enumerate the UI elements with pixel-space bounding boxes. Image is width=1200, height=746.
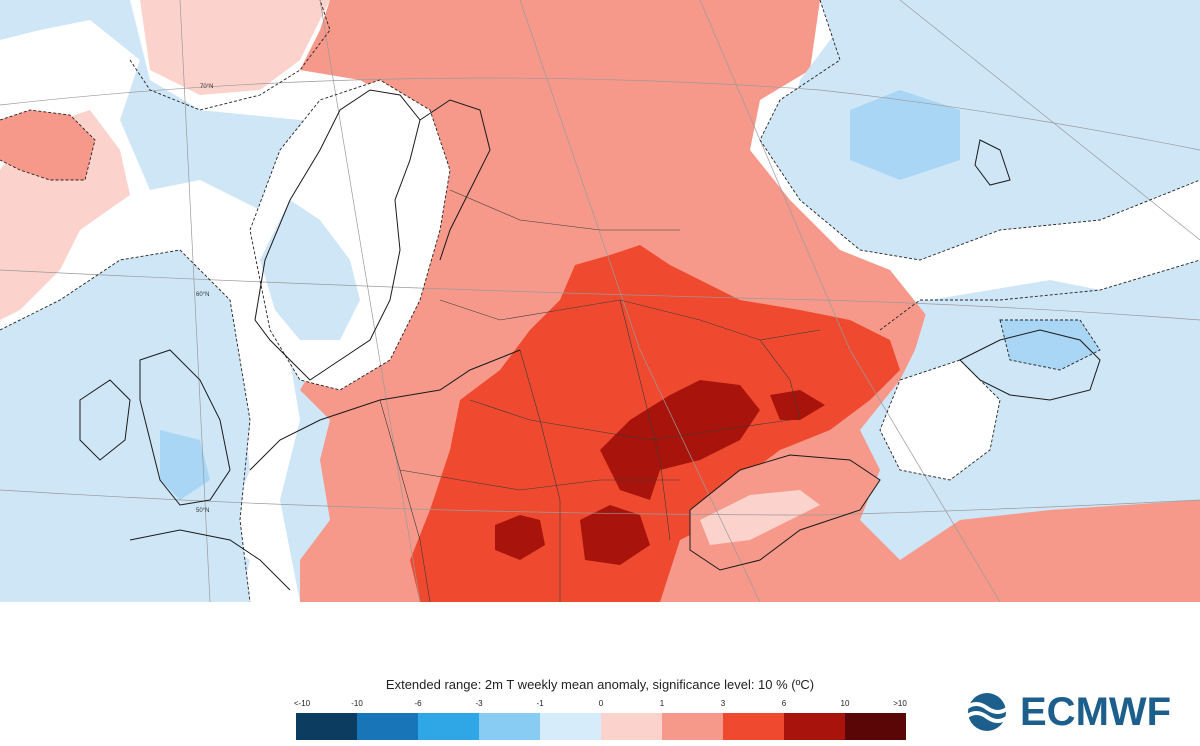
legend-colorbar (296, 713, 906, 740)
legend-tick-label: <-10 (293, 699, 311, 708)
east-cold (790, 0, 1200, 210)
warm-extreme-core (600, 380, 760, 500)
legend-ticks: <-10 -10 -6 -3 -1 0 1 3 6 10 >10 (293, 699, 907, 711)
legend-tick-label: -10 (351, 699, 363, 708)
legend-tick-label: 3 (720, 699, 726, 708)
coastlines (79, 89, 1101, 591)
uk-cold-moderate (160, 430, 210, 500)
legend-color-7 (723, 713, 784, 740)
warm-light-north (140, 0, 330, 95)
caspian-cold-moderate (1000, 320, 1100, 370)
legend-tick-label: -3 (475, 699, 483, 708)
legend-color-1 (357, 713, 418, 740)
lat-label-60: 60°N (196, 292, 209, 298)
ecmwf-logo-text: ECMWF (1020, 690, 1172, 734)
warm-extreme-south (580, 505, 650, 565)
france-cold (130, 530, 250, 602)
graticule (0, 0, 1200, 602)
legend-tick-label: 1 (659, 699, 665, 708)
legend-tick-label: >10 (893, 699, 907, 708)
legend-tick-label: -1 (536, 699, 544, 708)
legend-tick-label: 10 (840, 699, 850, 708)
map-canvas: 70°N 60°N 50°N (0, 0, 1200, 602)
legend-color-5 (601, 713, 662, 740)
legend-color-9 (845, 713, 906, 740)
east-cold-moderate (850, 90, 960, 180)
legend-color-3 (479, 713, 540, 740)
legend-color-2 (418, 713, 479, 740)
legend-color-4 (540, 713, 601, 740)
lat-label-50: 50°N (196, 508, 209, 514)
ecmwf-logo-icon (964, 693, 1010, 731)
warm-extreme-west (495, 515, 545, 560)
warm-extreme-east (770, 390, 825, 420)
legend-color-8 (784, 713, 845, 740)
legend-tick-label: -6 (414, 699, 422, 708)
warm-moderate-atlantic (0, 110, 95, 180)
scandinavia-cold (260, 200, 360, 340)
legend-color-6 (662, 713, 723, 740)
black-sea-neutral (700, 490, 820, 545)
lat-label-70: 70°N (200, 84, 213, 90)
country-borders (379, 189, 821, 602)
uk-cold (60, 330, 250, 540)
anomaly-map: 70°N 60°N 50°N (0, 0, 1200, 602)
legend-title: Extended range: 2m T weekly mean anomaly… (385, 677, 815, 692)
legend-tick-label: 0 (598, 699, 604, 708)
ecmwf-logo: ECMWF (960, 690, 1190, 734)
legend-tick-label: 6 (781, 699, 787, 708)
legend-color-0 (296, 713, 357, 740)
neutral-area-east (880, 360, 1000, 480)
